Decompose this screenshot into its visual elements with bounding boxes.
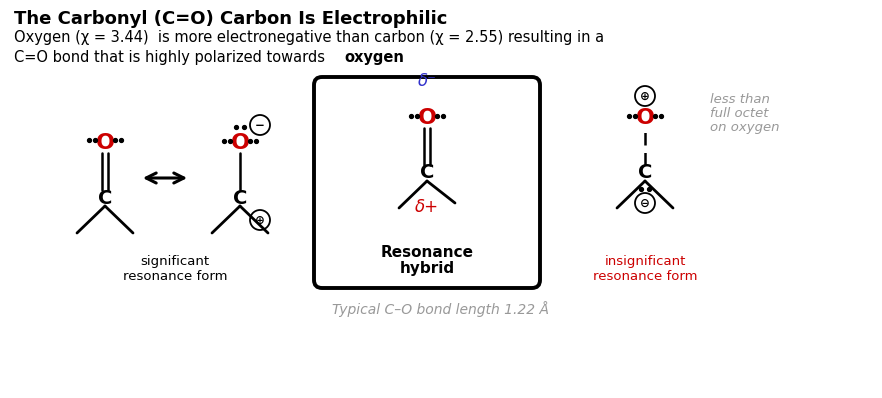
- Text: O: O: [95, 133, 115, 153]
- Text: The Carbonyl (C=O) Carbon Is Electrophilic: The Carbonyl (C=O) Carbon Is Electrophil…: [14, 10, 447, 28]
- Text: δ+: δ+: [415, 198, 439, 216]
- Text: less than: less than: [710, 93, 770, 106]
- Text: O: O: [230, 133, 250, 153]
- Text: hybrid: hybrid: [400, 261, 454, 276]
- Text: δ⁻: δ⁻: [417, 72, 437, 90]
- Text: C: C: [638, 164, 652, 183]
- Text: oxygen: oxygen: [344, 50, 404, 65]
- Text: insignificant
resonance form: insignificant resonance form: [593, 255, 698, 283]
- Text: O: O: [417, 108, 437, 128]
- Text: −: −: [255, 119, 265, 131]
- Text: C: C: [233, 189, 247, 207]
- Text: ⊖: ⊖: [640, 197, 650, 209]
- Text: ⊕: ⊕: [255, 213, 265, 226]
- Text: significant
resonance form: significant resonance form: [123, 255, 228, 283]
- Text: C: C: [420, 164, 434, 183]
- Text: C=O bond that is highly polarized towards: C=O bond that is highly polarized toward…: [14, 50, 330, 65]
- Text: Resonance: Resonance: [380, 245, 474, 260]
- Text: on oxygen: on oxygen: [710, 121, 780, 134]
- Text: Typical C–O bond length 1.22 Å: Typical C–O bond length 1.22 Å: [333, 301, 549, 317]
- Text: O: O: [636, 108, 654, 128]
- FancyBboxPatch shape: [314, 77, 540, 288]
- Text: C: C: [98, 189, 112, 207]
- Text: ⊕: ⊕: [640, 90, 650, 103]
- Text: full octet: full octet: [710, 107, 768, 120]
- Text: Oxygen (χ = 3.44)  is more electronegative than carbon (χ = 2.55) resulting in a: Oxygen (χ = 3.44) is more electronegativ…: [14, 30, 604, 45]
